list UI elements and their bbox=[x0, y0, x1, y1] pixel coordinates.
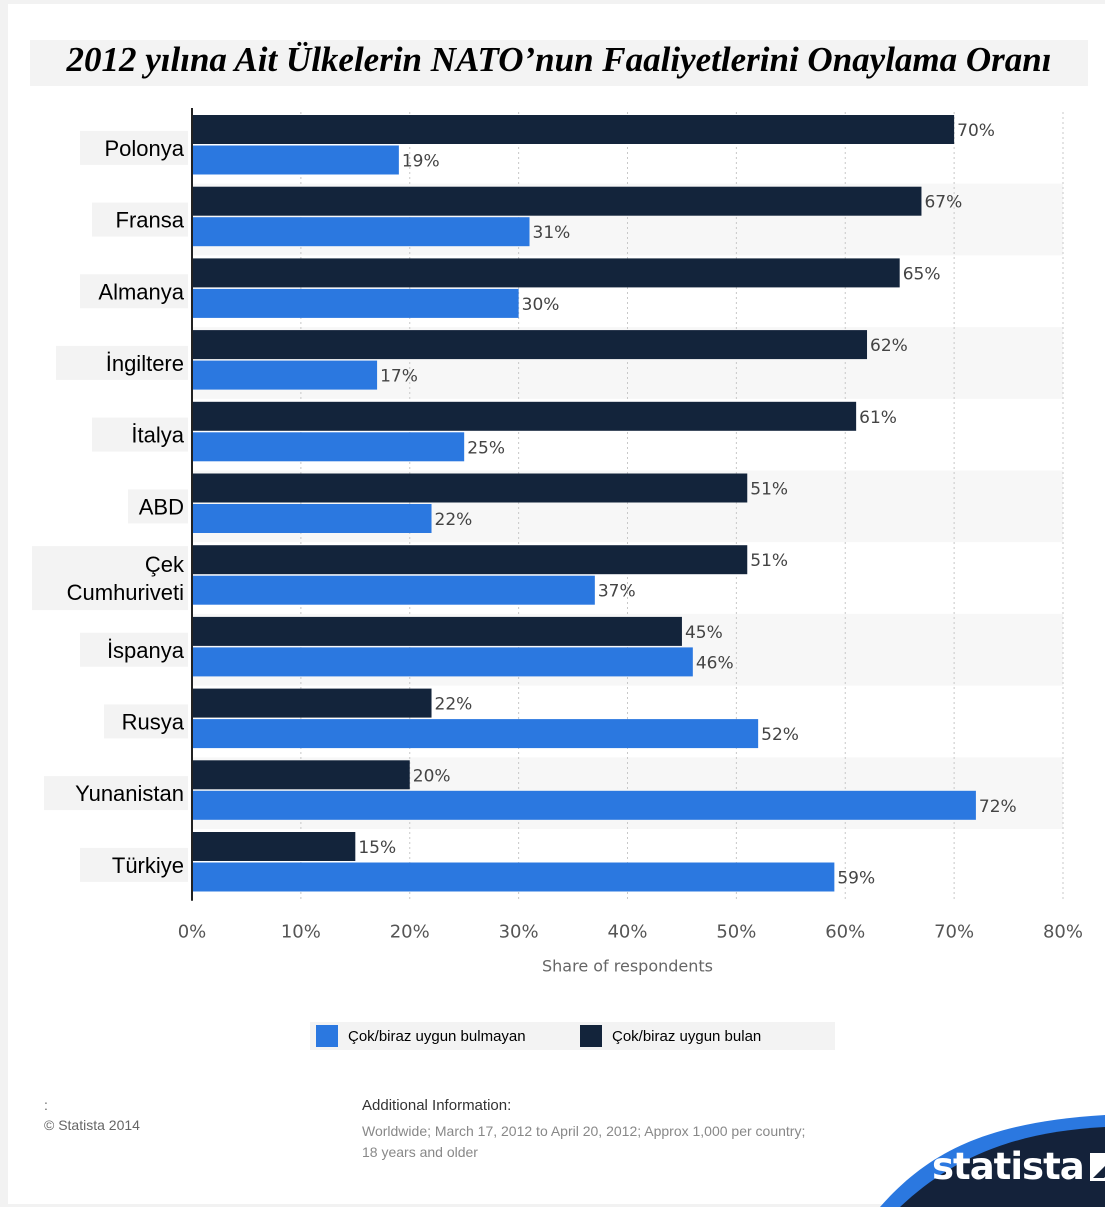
additional-information-text: Worldwide; March 17, 2012 to April 20, 2… bbox=[362, 1123, 806, 1160]
bar-value-label: 45% bbox=[685, 623, 723, 643]
bar-value-label: 51% bbox=[750, 480, 788, 500]
chart-title: 2012 yılına Ait Ülkelerin NATO’nun Faali… bbox=[30, 40, 1088, 86]
bar-favorable bbox=[192, 760, 410, 790]
bar-value-label: 22% bbox=[435, 510, 473, 530]
category-label: İngiltere bbox=[106, 351, 184, 376]
bar-value-label: 61% bbox=[859, 408, 897, 428]
statista-logo-text: statista bbox=[932, 1145, 1085, 1188]
category-label-bg bbox=[92, 417, 188, 452]
category-label-bg bbox=[92, 202, 188, 237]
category-label-bg bbox=[80, 847, 188, 882]
category-label-bg bbox=[80, 632, 188, 667]
x-axis-title: Share of respondents bbox=[542, 957, 713, 976]
bar-favorable bbox=[192, 401, 857, 431]
bar-value-label: 30% bbox=[522, 295, 560, 315]
category-label: Yunanistan bbox=[75, 781, 184, 806]
x-tick-label: 70% bbox=[934, 922, 974, 943]
bars bbox=[192, 115, 976, 892]
category-labels: Polonya Fransa Almanya İngiltere İtalya ABD Çe… bbox=[32, 130, 188, 882]
bar-value-label: 17% bbox=[380, 367, 418, 387]
bar-favorable bbox=[192, 115, 955, 144]
bar-not-favorable bbox=[192, 575, 595, 605]
category-label: Rusya bbox=[122, 709, 185, 734]
bar-value-label: 62% bbox=[870, 336, 908, 356]
bar-favorable bbox=[192, 545, 748, 575]
statista-logo-mark-icon bbox=[1089, 1152, 1105, 1181]
bar-favorable bbox=[192, 258, 900, 288]
bar-value-label: 15% bbox=[358, 838, 396, 858]
x-axis-ticks: 0% 10% 20% 30% 40% 50% 60% 70% 80% bbox=[178, 922, 1083, 943]
bar-value-label: 37% bbox=[598, 582, 636, 602]
bar-favorable bbox=[192, 186, 922, 216]
bar-value-label: 25% bbox=[467, 438, 505, 458]
x-tick-label: 20% bbox=[390, 922, 430, 943]
category-label: Cumhuriveti bbox=[67, 580, 184, 605]
bar-value-label: 19% bbox=[402, 152, 440, 172]
bar-value-label: 20% bbox=[413, 766, 451, 786]
footer-left: : © Statista 2014 bbox=[44, 1095, 140, 1135]
legend-item-not-favorable: Çok/biraz uygun bulmayan bbox=[316, 1022, 526, 1050]
x-tick-label: 80% bbox=[1043, 922, 1083, 943]
bar-value-label: 59% bbox=[837, 869, 875, 889]
bar-not-favorable bbox=[192, 790, 976, 820]
footer-colon: : bbox=[44, 1097, 48, 1113]
x-tick-label: 40% bbox=[607, 922, 647, 943]
statista-logo: statista bbox=[932, 1145, 1105, 1188]
bar-not-favorable bbox=[192, 504, 432, 533]
bar-favorable bbox=[192, 473, 748, 503]
category-label: İtalya bbox=[131, 423, 184, 448]
copyright-text: © Statista 2014 bbox=[44, 1117, 140, 1133]
bar-favorable bbox=[192, 330, 868, 360]
category-label: ABD bbox=[139, 494, 184, 519]
bar-value-label: 72% bbox=[979, 797, 1017, 817]
bar-value-label: 31% bbox=[533, 223, 571, 243]
x-tick-label: 60% bbox=[825, 922, 865, 943]
bar-value-label: 67% bbox=[924, 193, 962, 213]
category-label: Almanya bbox=[98, 279, 184, 304]
category-label: Fransa bbox=[116, 208, 185, 233]
category-label: Çek bbox=[145, 552, 185, 577]
additional-information-title: Additional Information: bbox=[362, 1097, 512, 1114]
additional-information: Additional Information: Worldwide; March… bbox=[362, 1095, 822, 1163]
category-label-bg bbox=[104, 704, 188, 739]
bar-not-favorable bbox=[192, 862, 835, 892]
category-label-bg bbox=[56, 345, 188, 380]
category-label-bg bbox=[80, 130, 188, 165]
legend-label-not-favorable: Çok/biraz uygun bulmayan bbox=[348, 1027, 526, 1045]
x-tick-label: 50% bbox=[716, 922, 756, 943]
bar-value-label: 52% bbox=[761, 725, 799, 745]
category-label-bg bbox=[80, 274, 188, 309]
legend: Çok/biraz uygun bulmayan Çok/biraz uygun… bbox=[310, 1022, 835, 1050]
bar-chart: 70% 67% 65% 62% 61% 51% 51% 45% 22% 20% 15% 19% 31% 3… bbox=[32, 108, 1083, 976]
bar-not-favorable bbox=[192, 217, 530, 247]
bar-value-label: 51% bbox=[750, 551, 788, 571]
bar-not-favorable bbox=[192, 288, 519, 318]
x-tick-label: 0% bbox=[178, 922, 207, 943]
category-label: Türkiye bbox=[112, 853, 184, 878]
x-tick-label: 30% bbox=[499, 922, 539, 943]
bar-value-labels: 70% 67% 65% 62% 61% 51% 51% 45% 22% 20% 15% 19% 31% 3… bbox=[358, 121, 1016, 889]
bar-not-favorable bbox=[192, 432, 465, 462]
bar-favorable bbox=[192, 688, 432, 718]
bar-favorable bbox=[192, 832, 356, 861]
bar-not-favorable bbox=[192, 719, 759, 749]
category-label-bg bbox=[32, 546, 188, 611]
bar-favorable bbox=[192, 616, 682, 646]
category-label-bg bbox=[44, 776, 188, 811]
bar-value-label: 65% bbox=[903, 264, 941, 284]
category-label-bg bbox=[128, 489, 188, 524]
legend-label-favorable: Çok/biraz uygun bulan bbox=[612, 1027, 762, 1045]
bar-value-label: 46% bbox=[696, 653, 734, 673]
legend-item-favorable: Çok/biraz uygun bulan bbox=[580, 1022, 761, 1050]
legend-swatch-favorable bbox=[580, 1025, 602, 1047]
legend-swatch-not-favorable bbox=[316, 1025, 338, 1047]
bar-value-label: 70% bbox=[957, 121, 995, 141]
category-label: İspanya bbox=[107, 638, 185, 663]
bar-not-favorable bbox=[192, 647, 693, 677]
category-label: Polonya bbox=[104, 136, 184, 161]
bar-not-favorable bbox=[192, 145, 399, 175]
x-tick-label: 10% bbox=[281, 922, 321, 943]
bar-not-favorable bbox=[192, 360, 378, 390]
bar-value-label: 22% bbox=[435, 695, 473, 715]
